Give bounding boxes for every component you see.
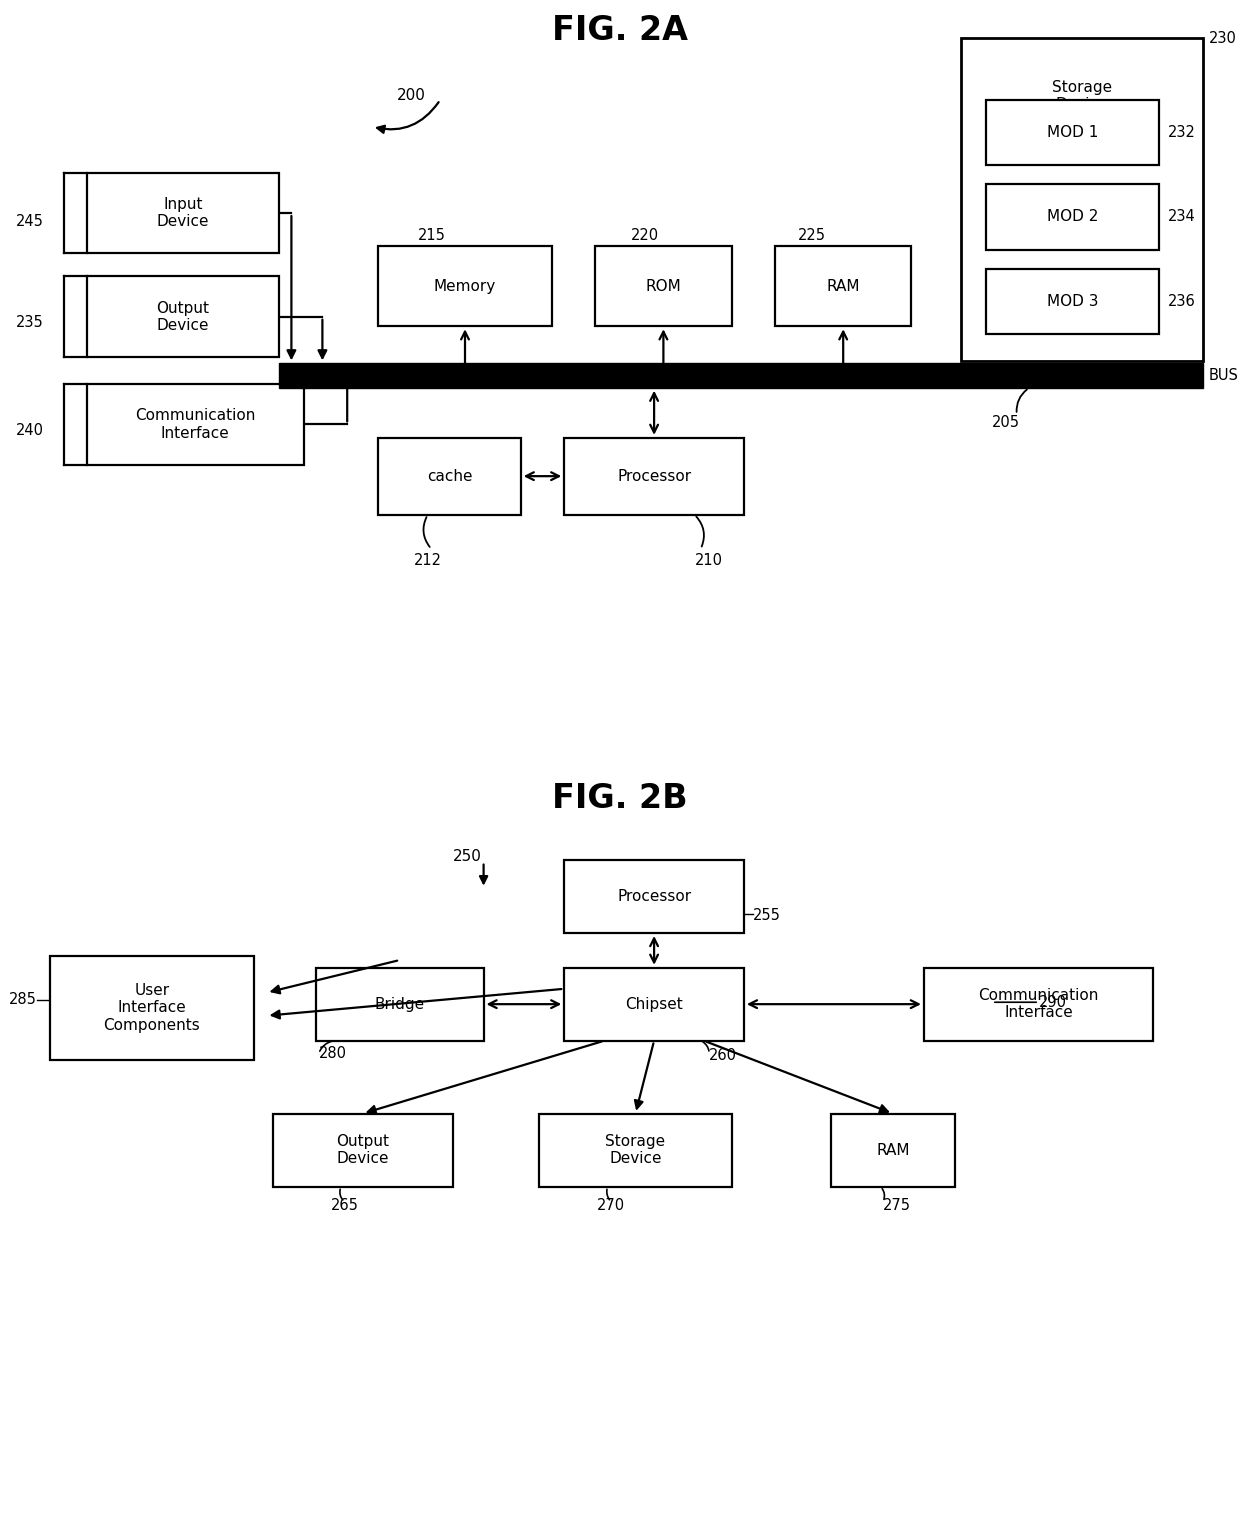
Bar <box>986 184 1159 249</box>
Bar <box>50 955 254 1060</box>
Bar <box>831 1114 955 1186</box>
Text: Processor: Processor <box>618 468 691 484</box>
Text: 205: 205 <box>992 415 1021 430</box>
Bar <box>924 968 1153 1041</box>
Text: 235: 235 <box>16 315 43 330</box>
Text: 265: 265 <box>331 1198 358 1213</box>
Text: Chipset: Chipset <box>625 997 683 1012</box>
Text: 270: 270 <box>598 1198 625 1213</box>
Text: FIG. 2A: FIG. 2A <box>552 14 688 48</box>
Bar <box>986 100 1159 164</box>
Text: 234: 234 <box>1168 209 1195 224</box>
Text: 245: 245 <box>16 214 43 229</box>
Text: Storage
Device: Storage Device <box>605 1134 666 1166</box>
Text: Bridge: Bridge <box>374 997 425 1012</box>
Bar <box>87 276 279 356</box>
Bar <box>378 246 552 327</box>
Bar <box>273 1114 453 1186</box>
Text: cache: cache <box>427 468 472 484</box>
Text: Memory: Memory <box>434 278 496 293</box>
Bar <box>87 384 304 464</box>
Text: 210: 210 <box>694 553 723 568</box>
Text: MOD 3: MOD 3 <box>1047 293 1099 309</box>
Bar <box>564 438 744 515</box>
Text: 236: 236 <box>1168 295 1195 309</box>
Text: Communication
Interface: Communication Interface <box>978 988 1099 1020</box>
Text: 220: 220 <box>631 229 658 243</box>
Text: RAM: RAM <box>875 1143 910 1158</box>
Bar <box>279 364 1203 389</box>
Bar <box>961 38 1203 361</box>
Text: 232: 232 <box>1168 124 1195 140</box>
Text: 260: 260 <box>709 1049 738 1063</box>
Text: MOD 1: MOD 1 <box>1047 124 1099 140</box>
Text: User
Interface
Components: User Interface Components <box>103 983 201 1032</box>
Text: Input
Device: Input Device <box>156 197 210 229</box>
Bar <box>316 968 484 1041</box>
Text: BUS: BUS <box>1209 369 1239 382</box>
Text: 200: 200 <box>397 89 425 103</box>
Text: 250: 250 <box>453 849 481 863</box>
Text: 225: 225 <box>799 229 826 243</box>
Text: 255: 255 <box>753 908 780 923</box>
Bar <box>775 246 911 327</box>
Text: Communication
Interface: Communication Interface <box>135 409 255 441</box>
Text: 230: 230 <box>1209 31 1236 46</box>
Text: RAM: RAM <box>826 278 861 293</box>
Text: 215: 215 <box>418 229 445 243</box>
Text: Output
Device: Output Device <box>156 301 210 333</box>
Bar <box>87 174 279 253</box>
Text: 240: 240 <box>15 422 43 438</box>
Text: Storage
Device: Storage Device <box>1052 80 1112 112</box>
Text: 212: 212 <box>414 553 441 568</box>
Text: Processor: Processor <box>618 889 691 905</box>
Bar <box>539 1114 732 1186</box>
Bar <box>378 438 521 515</box>
Bar <box>564 860 744 934</box>
Bar <box>986 269 1159 335</box>
Bar <box>564 968 744 1041</box>
Text: 275: 275 <box>883 1198 911 1213</box>
Text: 290: 290 <box>1039 995 1068 1009</box>
Text: 285: 285 <box>10 992 37 1008</box>
Text: MOD 2: MOD 2 <box>1047 209 1099 224</box>
Text: 280: 280 <box>319 1046 347 1061</box>
Text: ROM: ROM <box>646 278 681 293</box>
Text: FIG. 2B: FIG. 2B <box>552 782 688 816</box>
Bar <box>595 246 732 327</box>
Text: Output
Device: Output Device <box>336 1134 389 1166</box>
